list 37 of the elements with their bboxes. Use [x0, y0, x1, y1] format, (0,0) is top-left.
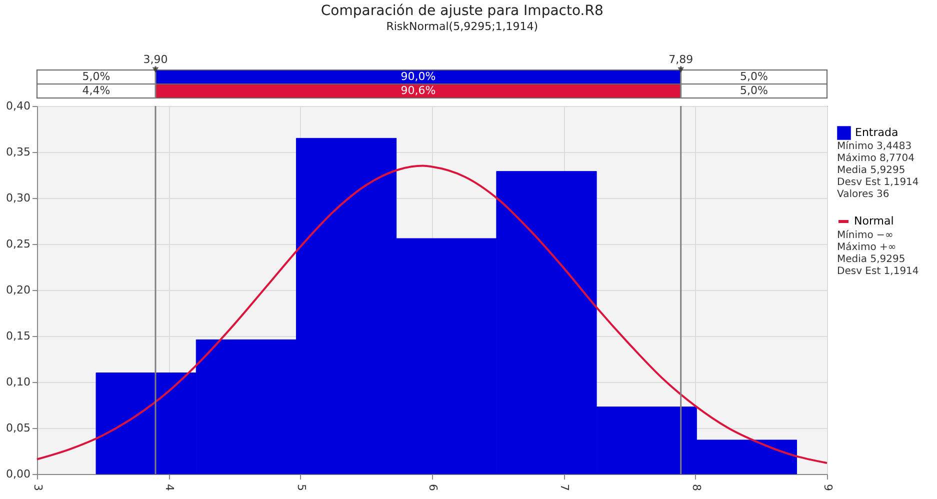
- text: Mínimo 3,4483: [837, 141, 912, 152]
- y-tick-label: 0,10: [6, 376, 30, 388]
- y-tick-label: 0,30: [6, 192, 30, 204]
- ref-line-label: 7,89: [668, 53, 694, 66]
- legend-label: Normal: [854, 214, 894, 228]
- text: Valores 36: [837, 189, 890, 200]
- text: 5,0%: [82, 70, 110, 83]
- y-tick-label: 0,05: [6, 422, 30, 434]
- chart-subtitle: RiskNormal(5,9295;1,1914): [386, 20, 538, 33]
- x-tick-label: 5: [294, 484, 308, 491]
- y-tick-label: 0,35: [6, 146, 30, 158]
- legend-label: Entrada: [855, 126, 898, 139]
- x-tick-label: 7: [558, 484, 572, 491]
- x-tick-label: 6: [426, 484, 440, 491]
- text: Media 5,9295: [837, 254, 906, 265]
- text: Mínimo −∞: [837, 230, 894, 241]
- text: 4,4%: [82, 84, 110, 97]
- y-tick-label: 0,20: [6, 284, 30, 296]
- text: Máximo +∞: [837, 242, 896, 253]
- x-tick-label: 9: [822, 484, 834, 491]
- x-tick-label: 3: [32, 484, 44, 491]
- chart-title: Comparación de ajuste para Impacto.R8: [320, 3, 604, 19]
- text: 90,6%: [400, 84, 436, 97]
- y-tick-label: 0,00: [6, 468, 30, 480]
- y-tick-label: 0,25: [6, 238, 30, 250]
- text: Desv Est 1,1914: [837, 266, 919, 277]
- text: 5,0%: [740, 84, 768, 97]
- y-tick-label: 0,40: [6, 100, 30, 112]
- x-tick-label: 8: [690, 484, 703, 491]
- text: 90,0%: [400, 70, 436, 83]
- ref-line-label: 3,90: [143, 53, 168, 66]
- y-tick-label: 0,15: [6, 330, 30, 342]
- text: 5,0%: [740, 70, 768, 83]
- text: Media 5,9295: [837, 165, 906, 176]
- x-tick-label: 4: [163, 484, 176, 491]
- text: Máximo 8,7704: [837, 153, 914, 164]
- text: Desv Est 1,1914: [837, 177, 919, 188]
